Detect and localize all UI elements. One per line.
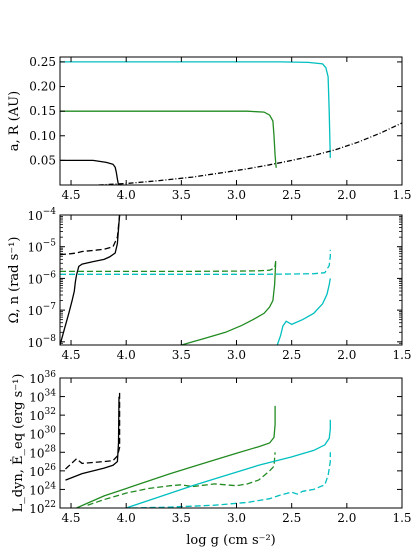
x-tick-label: 1.5 (392, 348, 411, 362)
series-line (60, 260, 277, 273)
plot-frame (59, 56, 403, 186)
series-line (60, 110, 277, 168)
y-tick-label: 1022 (29, 500, 56, 516)
panel-frequencies: 4.5 4.0 3.5 3.0 2.5 2.0 1.5 10−8 10−7 10−6 10−5 10−… (7, 207, 412, 362)
y-tick-label: 1034 (29, 389, 56, 405)
y-axis-label: L_dyn, Ė_eq (erg s⁻¹) (9, 374, 26, 513)
series-group (65, 391, 331, 508)
y-tick-label: 10−8 (27, 334, 56, 350)
y-axis-label: Ω, n (rad s⁻¹) (7, 237, 22, 324)
x-tick-label: 4.0 (117, 348, 136, 362)
x-tick-label: 4.5 (61, 188, 80, 202)
series-line (60, 61, 331, 158)
y-tick-label: 1026 (29, 463, 56, 479)
x-tick-label: 3.0 (227, 348, 246, 362)
series-line (60, 249, 331, 275)
x-tick-label: 4.0 (117, 511, 136, 525)
series-line (60, 215, 121, 256)
y-tick-label: 0.20 (29, 80, 56, 94)
panel-separations: 4.5 4.0 3.5 3.0 2.5 2.0 1.5 0.05 0.10 0.15 0.20 0.2… (7, 55, 412, 202)
x-tick-label: 2.5 (282, 348, 301, 362)
series-line (181, 262, 277, 345)
x-tick-label: 3.5 (172, 511, 191, 525)
y-tick-label: 10−5 (27, 239, 56, 255)
series-line (60, 215, 121, 345)
series-line (76, 405, 276, 508)
series-group (60, 215, 331, 345)
y-tick-label: 0.25 (29, 55, 56, 69)
y-tick-label: 10−6 (27, 270, 56, 286)
x-tick-label: 4.5 (61, 511, 80, 525)
series-line (65, 391, 121, 470)
y-tick-label: 0.10 (29, 129, 56, 143)
series-line (131, 452, 331, 508)
x-tick-label: 4.0 (117, 188, 136, 202)
x-tick-label: 2.0 (337, 511, 356, 525)
x-axis-label: log g (cm s⁻²) (186, 533, 276, 548)
y-tick-label: 10−4 (27, 207, 56, 223)
y-tick-label: 0.05 (29, 153, 56, 167)
x-tick-label: 3.0 (227, 511, 246, 525)
series-line (87, 452, 276, 506)
plot-frame (59, 214, 403, 346)
y-tick-label: 10−7 (27, 302, 56, 318)
series-line (98, 122, 402, 185)
x-tick-label: 1.5 (392, 511, 411, 525)
x-tick-label: 3.0 (227, 188, 246, 202)
series-group (60, 61, 402, 185)
x-tick-label: 2.0 (337, 188, 356, 202)
series-line (125, 419, 331, 508)
y-tick-label: 1036 (29, 370, 56, 386)
x-tick-label: 2.0 (337, 348, 356, 362)
series-line (60, 159, 120, 185)
y-axis-label: a, R (AU) (7, 91, 22, 151)
series-line (276, 278, 331, 345)
panel-luminosities: 4.5 4.0 3.5 3.0 2.5 2.0 1.5 1022 1024 1026 1028 103… (9, 370, 412, 548)
y-tick-label: 1030 (29, 426, 56, 442)
plot-frame (59, 377, 403, 509)
y-tick-label: 1024 (29, 481, 56, 497)
series-line (65, 396, 120, 481)
x-tick-label: 3.5 (172, 188, 191, 202)
x-tick-label: 2.5 (282, 188, 301, 202)
x-tick-label: 4.5 (61, 348, 80, 362)
y-tick-label: 1032 (29, 407, 56, 423)
y-tick-label: 0.15 (29, 104, 56, 118)
x-tick-label: 3.5 (172, 348, 191, 362)
x-tick-label: 1.5 (392, 188, 411, 202)
y-tick-label: 1028 (29, 444, 56, 460)
x-tick-label: 2.5 (282, 511, 301, 525)
